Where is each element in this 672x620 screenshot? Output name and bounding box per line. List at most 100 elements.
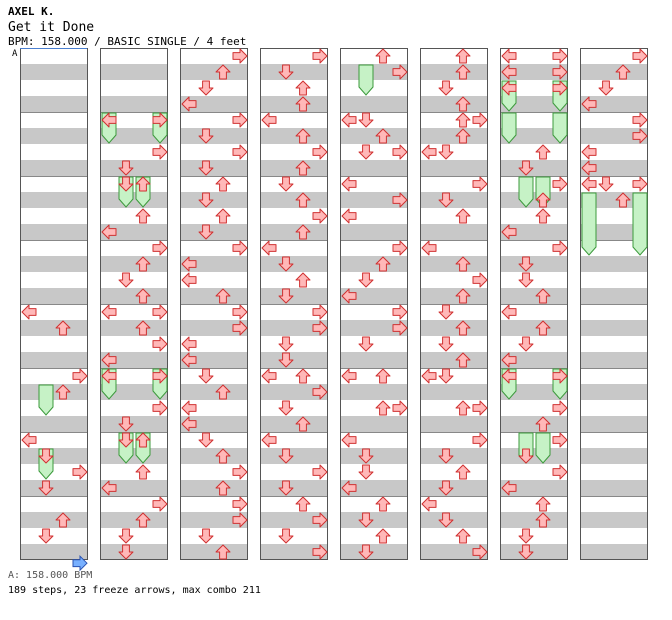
beat-band (20, 160, 88, 176)
freeze-arrow (358, 64, 374, 96)
arrow-left-icon (181, 96, 197, 112)
beat-band (260, 544, 328, 560)
arrow-down-icon (278, 448, 294, 464)
arrow-up-icon (455, 256, 471, 272)
beat-band (580, 384, 648, 400)
chart-column (180, 48, 248, 560)
column-border (580, 48, 648, 560)
arrow-right-icon (472, 544, 488, 560)
beat-band (420, 544, 488, 560)
arrow-right-icon (552, 368, 568, 384)
arrow-right-icon (472, 400, 488, 416)
column-border (260, 48, 328, 560)
arrow-down-icon (38, 528, 54, 544)
beat-band (20, 384, 88, 400)
arrow-up-icon (135, 512, 151, 528)
beat-band (180, 448, 248, 464)
arrow-up-icon (55, 320, 71, 336)
arrow-down-icon (358, 144, 374, 160)
arrow-right-icon (472, 176, 488, 192)
arrow-up-icon (455, 320, 471, 336)
arrow-down-icon (518, 448, 534, 464)
arrow-down-icon (438, 144, 454, 160)
arrow-right-icon (312, 208, 328, 224)
arrow-right-icon (312, 544, 328, 560)
artist-name: AXEL K. (8, 5, 55, 18)
arrow-up-icon (455, 352, 471, 368)
beat-band (260, 64, 328, 80)
arrow-right-icon (232, 144, 248, 160)
arrow-right-icon (232, 112, 248, 128)
beat-band (500, 320, 568, 336)
beat-band (20, 544, 88, 560)
beat-band (260, 448, 328, 464)
arrow-left-icon (341, 288, 357, 304)
freeze-arrow (632, 192, 648, 256)
arrow-right-icon (152, 368, 168, 384)
arrow-down-icon (438, 336, 454, 352)
arrow-left-icon (501, 80, 517, 96)
arrow-up-icon (535, 512, 551, 528)
arrow-down-icon (438, 80, 454, 96)
beat-band (260, 256, 328, 272)
arrow-right-icon (312, 512, 328, 528)
beat-band (180, 320, 248, 336)
arrow-right-icon (232, 496, 248, 512)
arrow-up-icon (615, 64, 631, 80)
arrow-right-icon (392, 240, 408, 256)
arrow-up-icon (295, 416, 311, 432)
beat-band (180, 384, 248, 400)
arrow-right-icon (232, 304, 248, 320)
arrow-right-icon (152, 112, 168, 128)
arrow-down-icon (438, 304, 454, 320)
arrow-up-icon (535, 288, 551, 304)
beat-band (420, 128, 488, 144)
beat-band (100, 320, 168, 336)
chart-column (100, 48, 168, 560)
beat-band (500, 96, 568, 112)
arrow-up-icon (535, 192, 551, 208)
arrow-up-icon (295, 160, 311, 176)
beat-band (580, 320, 648, 336)
arrow-right-icon (152, 496, 168, 512)
arrow-down-icon (518, 528, 534, 544)
arrow-right-icon (392, 320, 408, 336)
arrow-up-icon (135, 176, 151, 192)
arrow-down-icon (358, 112, 374, 128)
arrow-left-icon (501, 304, 517, 320)
arrow-right-icon (312, 320, 328, 336)
beat-band (420, 256, 488, 272)
arrow-left-icon (181, 416, 197, 432)
beat-band (100, 448, 168, 464)
beat-band (100, 544, 168, 560)
freeze-body (581, 192, 597, 256)
arrow-left-icon (181, 352, 197, 368)
arrow-up-icon (215, 384, 231, 400)
beat-band (20, 480, 88, 496)
arrow-left-icon (421, 144, 437, 160)
beat-band (500, 256, 568, 272)
arrow-right-icon (552, 64, 568, 80)
beat-band (180, 256, 248, 272)
arrow-left-icon (181, 256, 197, 272)
arrow-left-icon (501, 368, 517, 384)
column-border (500, 48, 568, 560)
beat-band (340, 64, 408, 80)
beat-band (340, 544, 408, 560)
beat-band (420, 64, 488, 80)
arrow-down-icon (118, 272, 134, 288)
arrow-up-icon (455, 128, 471, 144)
beat-band (20, 512, 88, 528)
arrow-up-icon (375, 48, 391, 64)
arrow-down-icon (198, 80, 214, 96)
arrow-up-icon (455, 48, 471, 64)
beat-band (500, 512, 568, 528)
arrow-left-icon (421, 496, 437, 512)
arrow-up-icon (295, 128, 311, 144)
beat-band (260, 480, 328, 496)
beat-band (340, 448, 408, 464)
arrow-down-icon (358, 336, 374, 352)
beat-band (260, 288, 328, 304)
beat-band (500, 480, 568, 496)
arrow-down-icon (38, 448, 54, 464)
